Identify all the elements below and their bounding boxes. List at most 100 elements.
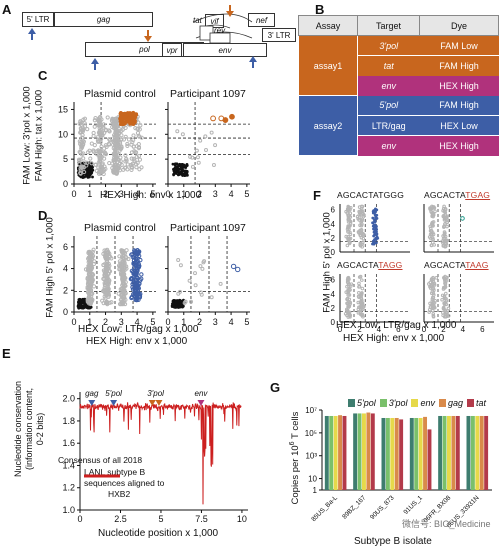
droplet (345, 313, 349, 318)
panel-label-b: B (315, 2, 325, 17)
droplet (89, 274, 94, 279)
droplet (430, 278, 434, 283)
droplet (175, 129, 180, 134)
panel-e-legend-text: Consensus of all 2018 (58, 455, 142, 466)
droplet (443, 282, 448, 286)
bar (366, 412, 371, 490)
legend-label: gag (447, 398, 464, 408)
assay1-cell: assay1 (298, 35, 358, 96)
droplet (198, 138, 203, 143)
droplet (77, 121, 82, 126)
droplet (87, 251, 93, 256)
droplet (374, 230, 378, 234)
droplet (94, 168, 99, 173)
droplet (121, 137, 127, 142)
droplet (444, 242, 449, 246)
droplet (114, 134, 119, 139)
droplet (374, 216, 378, 219)
tick-label: 4 (229, 317, 234, 327)
droplet (431, 312, 436, 316)
droplet (91, 133, 96, 139)
droplet (172, 172, 176, 176)
droplet (133, 292, 139, 297)
droplet (359, 242, 363, 247)
droplet (77, 149, 82, 155)
droplet (111, 120, 117, 126)
droplet (137, 127, 142, 132)
droplet (174, 165, 178, 169)
droplet (176, 170, 180, 173)
droplet (195, 155, 200, 160)
legend-swatch (379, 399, 387, 407)
droplet (129, 252, 134, 257)
droplet (173, 162, 177, 166)
droplet (347, 240, 352, 244)
droplet (134, 165, 139, 170)
bar (455, 415, 460, 490)
tick-label: 0 (71, 317, 76, 327)
droplet (129, 156, 134, 161)
target-cell: tat (357, 55, 420, 76)
tick-label: 2 (197, 317, 202, 327)
droplet (79, 142, 84, 148)
droplet (360, 286, 365, 291)
droplet (441, 305, 446, 310)
tick-label: 2 (441, 325, 446, 334)
droplet (113, 156, 119, 161)
tick-label: 1.4 (62, 460, 75, 470)
tick-label: 2 (103, 189, 108, 199)
droplet (126, 137, 132, 142)
droplet (213, 143, 218, 148)
droplet (124, 248, 129, 253)
droplet (428, 226, 433, 231)
droplet (346, 276, 350, 280)
droplet (122, 272, 127, 277)
tick-label: 0 (71, 189, 76, 199)
droplet (196, 160, 201, 165)
panel-g-plot: 1 10 10³ 10⁵ 10⁷ 85US_Ba-L 89BZ_167 90US_873 91U… (305, 406, 492, 530)
bar (381, 417, 386, 490)
tick-label: 1.2 (62, 483, 75, 493)
panel-g-legend: 5'pol 3'pol env gag tat (348, 398, 486, 408)
droplet (443, 312, 448, 316)
panel-label-g: G (270, 380, 281, 395)
assay2-cell: assay2 (298, 95, 358, 156)
tick-label: 5 (63, 154, 68, 164)
y-tick-label: 10 (308, 475, 317, 484)
legend-label: 5'pol (357, 398, 376, 408)
droplet (210, 115, 217, 122)
droplet (348, 315, 352, 319)
marker-triangle (110, 400, 118, 406)
droplet (137, 167, 142, 172)
dye-cell: FAM Low (419, 35, 499, 56)
droplet (133, 125, 138, 131)
legend-swatch (438, 399, 446, 407)
tick-label: 2 (63, 285, 68, 295)
tick-label: 3 (119, 189, 124, 199)
droplet (78, 170, 83, 176)
dye-cell: HEX High (419, 135, 499, 156)
droplet (431, 314, 436, 319)
droplet (346, 305, 350, 310)
droplet (194, 148, 199, 153)
droplet (360, 222, 364, 227)
droplet (131, 279, 136, 284)
droplet (120, 250, 125, 255)
droplet (123, 115, 127, 120)
droplet (373, 238, 376, 242)
legend-item: 3'pol (379, 398, 407, 408)
dye-cell: HEX Low (419, 115, 499, 136)
category-label: 90US_873 (369, 494, 396, 521)
marker-label: env (195, 389, 209, 398)
droplet (222, 117, 229, 123)
bar (484, 415, 489, 490)
droplet (431, 238, 435, 242)
droplet (138, 123, 143, 128)
droplet (428, 232, 433, 237)
droplet (356, 307, 361, 312)
droplet (123, 159, 128, 164)
droplet (132, 292, 137, 297)
droplet (373, 218, 376, 222)
panel-e-plot: 1.0 1.2 1.4 1.6 1.8 2.0 0 2.5 5 7.5 10 gag 5'pol 3'po… (62, 389, 248, 524)
droplet (371, 241, 375, 245)
